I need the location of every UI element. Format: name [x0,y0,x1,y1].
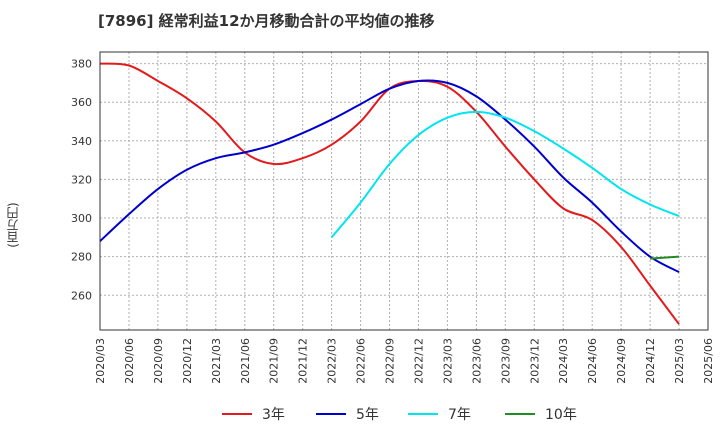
x-tick-label: 2024/06 [586,338,599,384]
legend-item: 7年 [408,403,471,425]
legend-label: 7年 [448,407,471,423]
x-tick-label: 2021/03 [210,338,223,384]
x-tick-label: 2022/09 [384,338,397,384]
x-tick-label: 2021/12 [297,338,310,384]
y-tick-label: 340 [71,135,92,148]
x-tick-label: 2022/12 [412,338,425,384]
y-tick-labels: 260 280 300 320 340 360 380 [71,58,92,303]
legend-swatch [408,413,438,415]
legend-swatch [505,413,535,415]
legend-label: 3年 [262,407,285,423]
x-tick-label: 2025/03 [673,338,686,384]
x-tick-label: 2023/12 [528,338,541,384]
x-tick-label: 2020/03 [94,338,107,384]
legend-label: 5年 [356,407,379,423]
legend-swatch [222,413,252,415]
legend-item: 3年 [222,403,285,425]
x-tick-label: 2021/06 [239,338,252,384]
y-tick-label: 380 [71,58,92,71]
x-tick-label: 2025/06 [702,338,715,384]
x-tick-label: 2020/09 [152,338,165,384]
x-tick-label: 2022/06 [355,338,368,384]
x-tick-label: 2024/03 [557,338,570,384]
y-tick-label: 320 [71,173,92,186]
legend-label: 10年 [545,407,577,423]
series-line-3 [330,110,680,238]
x-tick-label: 2023/06 [470,338,483,384]
x-tick-label: 2023/03 [441,338,454,384]
plot-frame [99,51,709,331]
legend-swatch [316,413,346,415]
y-tick-label: 280 [71,251,92,264]
x-tick-label: 2021/09 [268,338,281,384]
grid [100,52,708,330]
x-tick-label: 2023/09 [499,338,512,384]
x-tick-label: 2022/03 [326,338,339,384]
x-tick-label: 2020/06 [123,338,136,384]
x-tick-label: 2020/12 [181,338,194,384]
legend: 3年 5年 7年 10年 [0,403,720,425]
legend-item: 10年 [505,403,577,425]
x-tick-labels: 2020/03 2020/06 2020/09 2020/12 2021/03 2021/… [94,338,715,384]
y-tick-label: 300 [71,212,92,225]
chart-title: [7896] 経常利益12か月移動合計の平均値の推移 [98,12,435,30]
series-lines [99,62,680,325]
series-line-2 [99,79,680,273]
x-tick-label: 2024/12 [644,338,657,384]
y-tick-label: 260 [71,289,92,302]
x-tick-label: 2024/09 [615,338,628,384]
legend-item: 5年 [316,403,379,425]
series-line-4 [650,255,680,260]
y-tick-label: 360 [71,96,92,109]
